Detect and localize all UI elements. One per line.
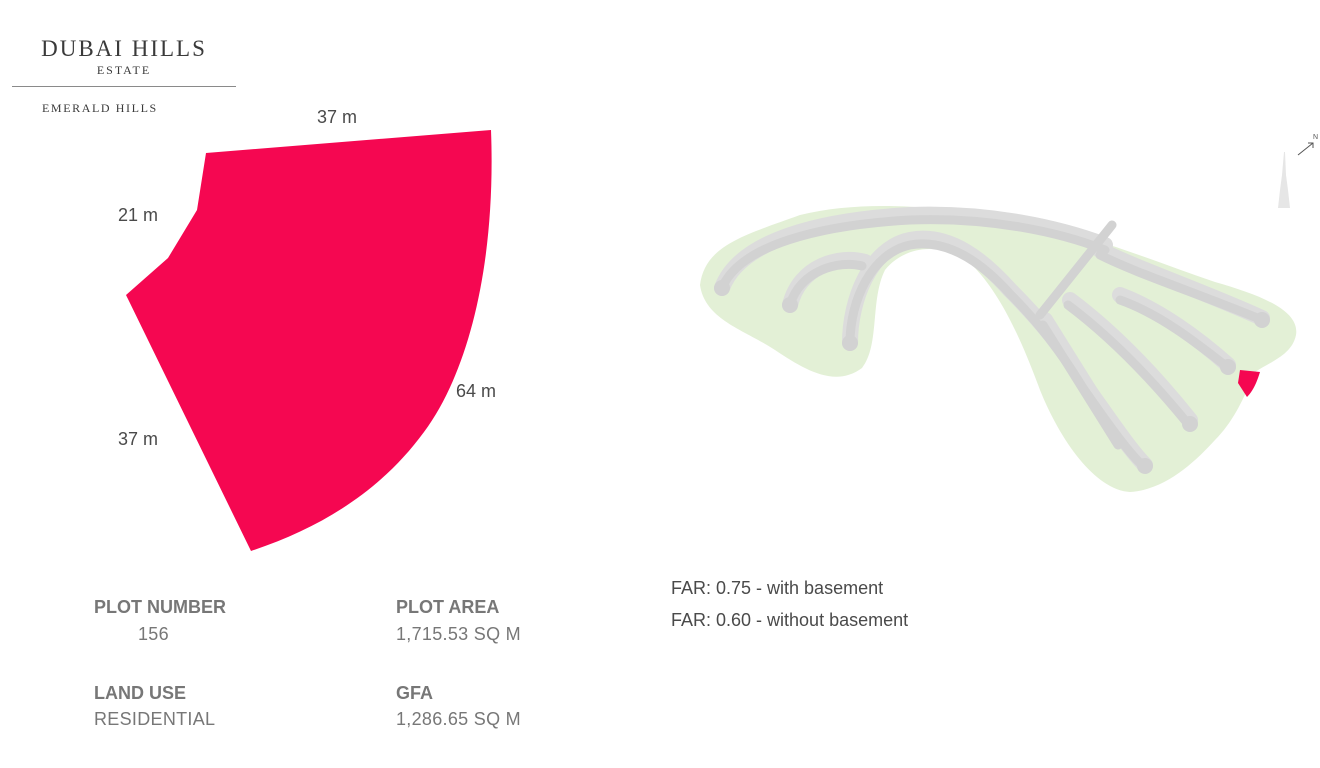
site-map-highlight-plot xyxy=(1238,370,1260,397)
site-roads xyxy=(717,215,1267,471)
site-cul-de-sacs xyxy=(714,280,1270,474)
far-with-basement: FAR: 0.75 - with basement xyxy=(671,578,884,598)
dimension-lower-left: 37 m xyxy=(118,429,159,449)
site-map xyxy=(700,205,1297,492)
plot-outline xyxy=(126,130,492,551)
north-arrow-icon xyxy=(1297,142,1314,156)
north-label: N xyxy=(1313,134,1318,141)
plot-number-label: PLOT NUMBER xyxy=(94,597,226,617)
land-use-value: RESIDENTIAL xyxy=(94,709,216,729)
logo-divider xyxy=(12,86,236,87)
dimension-right-curve: 64 m xyxy=(456,381,497,401)
plot-number-value: 156 xyxy=(138,624,169,644)
compass: N xyxy=(1278,134,1318,208)
far-without-basement: FAR: 0.60 - without basement xyxy=(671,610,909,630)
project-name: EMERALD HILLS xyxy=(42,101,158,115)
burj-khalifa-icon xyxy=(1278,152,1290,208)
land-use-label: LAND USE xyxy=(94,683,187,703)
plot-area-label: PLOT AREA xyxy=(396,597,500,617)
gfa-value: 1,286.65 SQ M xyxy=(396,709,521,729)
dimension-upper-left: 21 m xyxy=(118,205,159,225)
plot-polygon xyxy=(126,130,492,551)
gfa-label: GFA xyxy=(396,683,434,703)
dimension-top: 37 m xyxy=(317,107,358,127)
brand-logo: DUBAI HILLS ESTATE xyxy=(12,36,236,87)
brand-subtitle: ESTATE xyxy=(96,63,152,77)
plot-area-value: 1,715.53 SQ M xyxy=(396,624,521,644)
brand-name: DUBAI HILLS xyxy=(41,36,207,61)
